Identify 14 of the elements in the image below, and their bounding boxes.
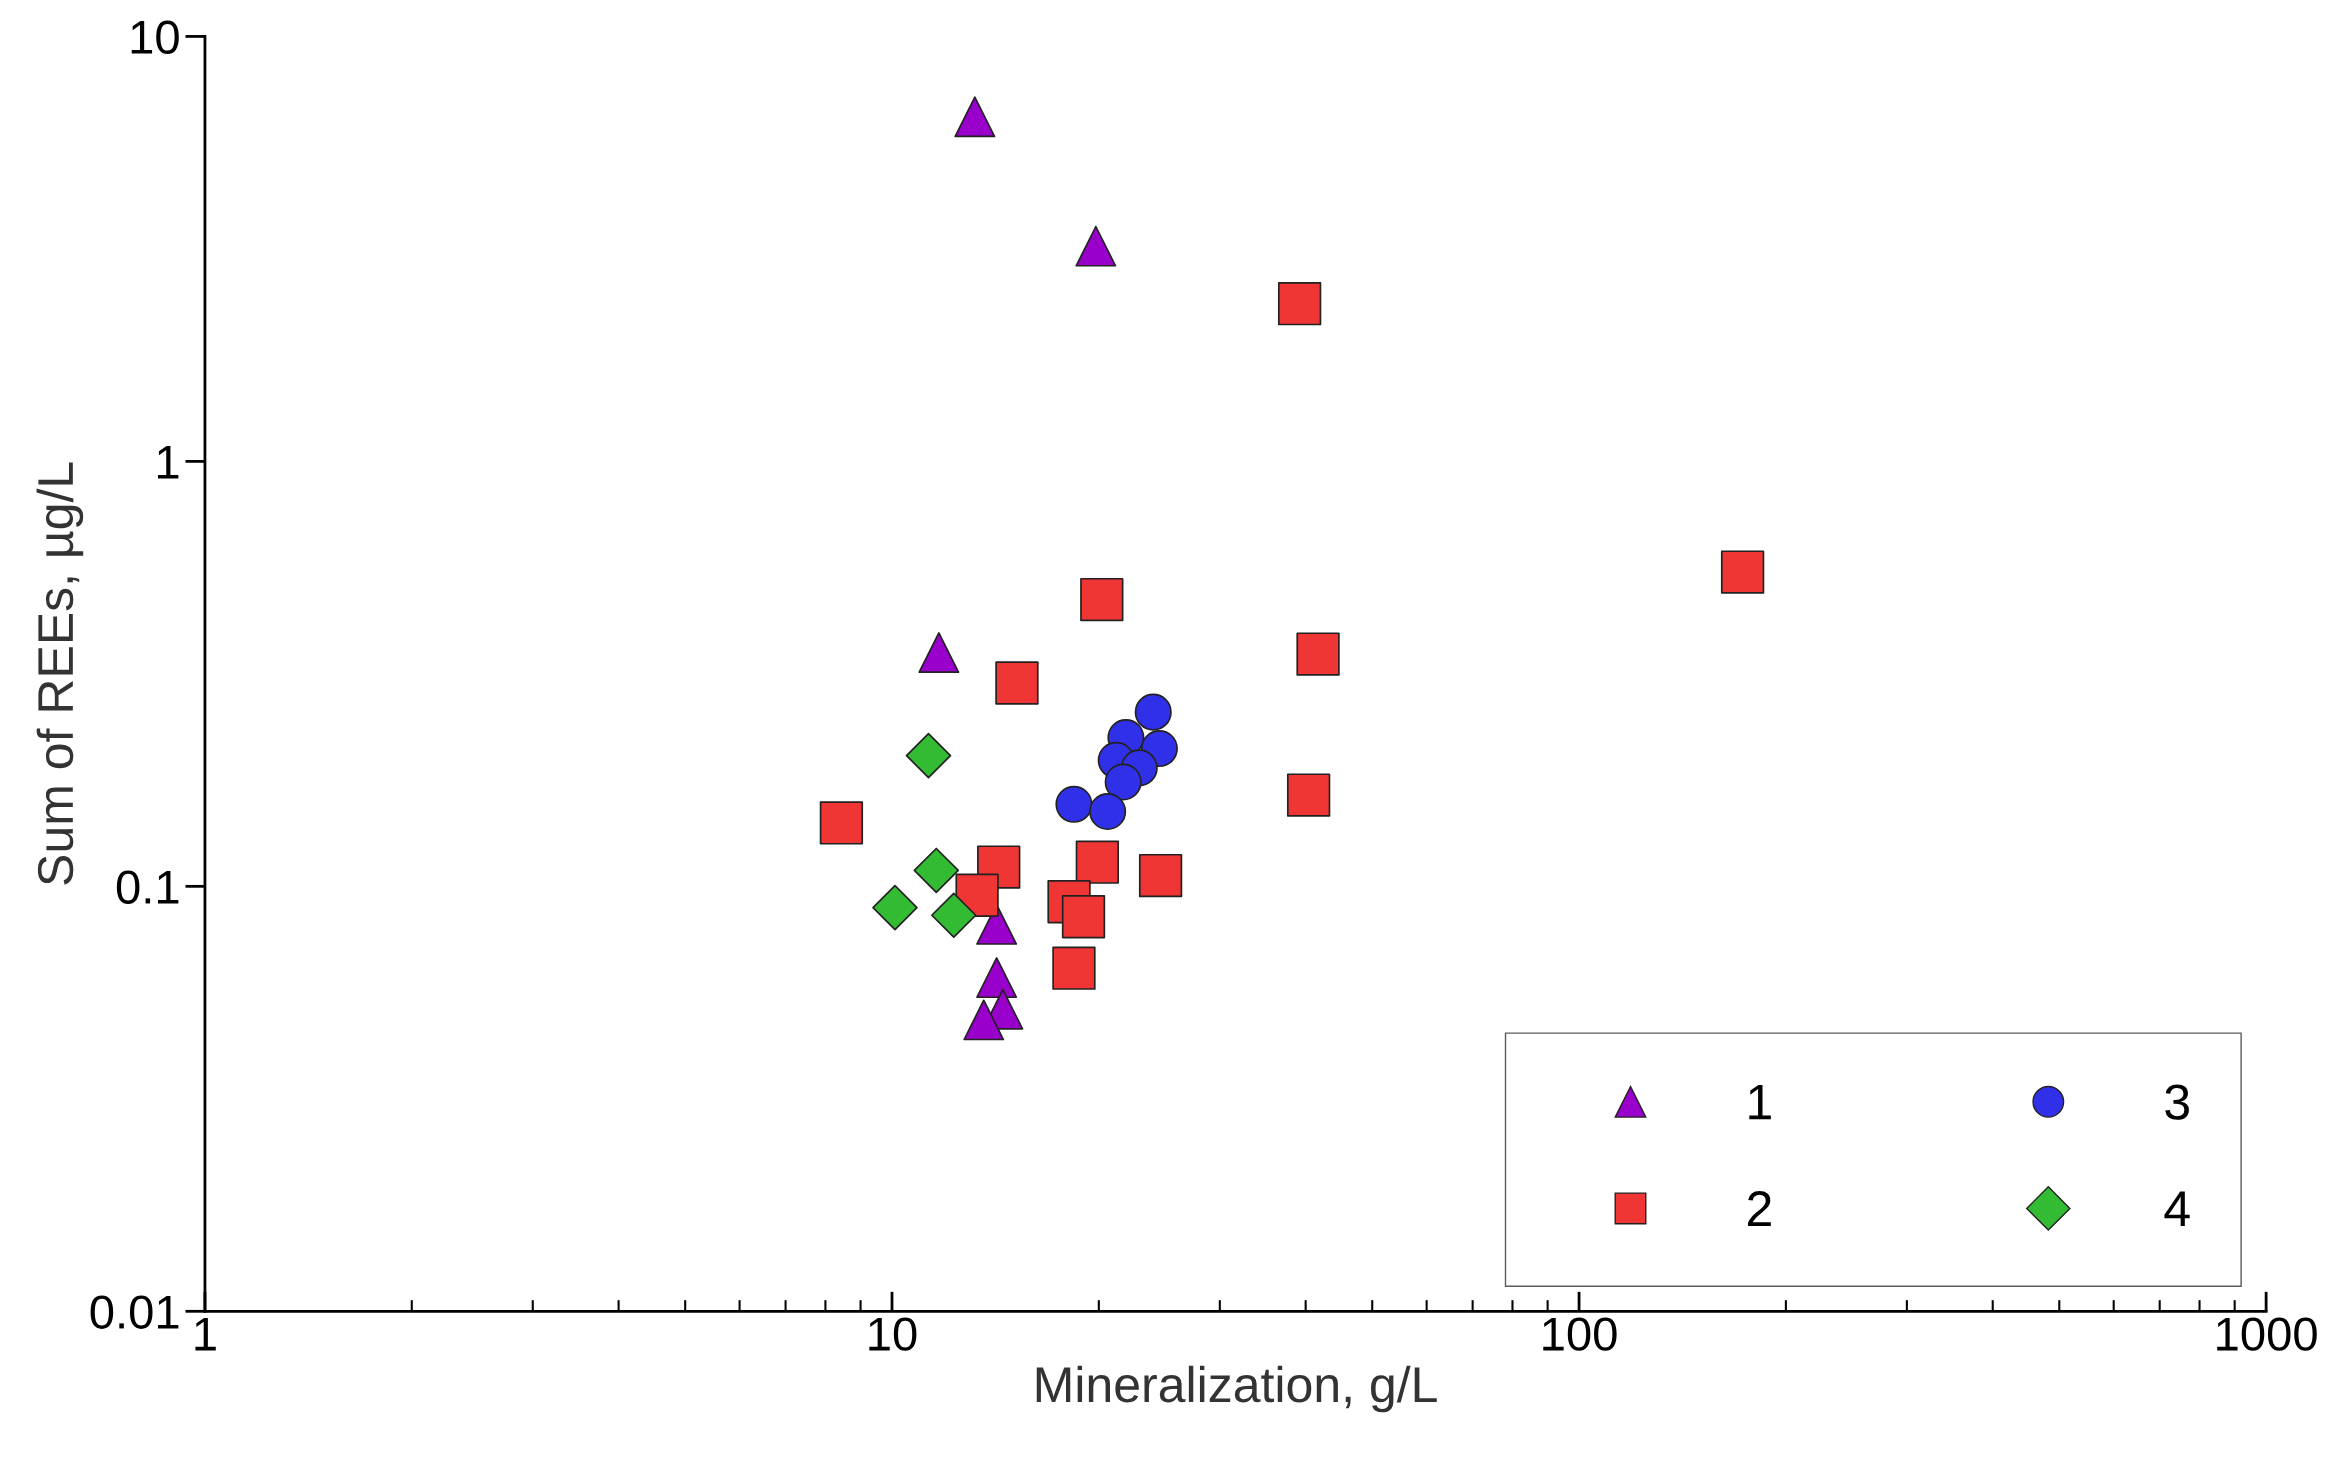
legend-label: 4 — [2164, 1191, 2190, 1226]
x-tick-label: 100 — [1543, 1317, 1617, 1351]
y-tick-label: 10 — [131, 20, 179, 54]
x-tick-label: 1000 — [2217, 1317, 2317, 1351]
y-tick-label: 1 — [157, 446, 179, 479]
legend-label: 3 — [2165, 1084, 2189, 1120]
y-tick-label: 0.01 — [90, 1295, 179, 1329]
x-tick-label: 10 — [869, 1317, 917, 1351]
x-tick-label: 1 — [195, 1317, 216, 1351]
y-axis-title: Sum of REEs, µg/L — [36, 462, 84, 885]
legend-label: 2 — [1748, 1191, 1771, 1226]
y-tick-label: 0.1 — [116, 870, 179, 904]
x-axis-title: Mineralization, g/L — [1036, 1365, 1437, 1413]
legend-label: 1 — [1749, 1084, 1771, 1120]
